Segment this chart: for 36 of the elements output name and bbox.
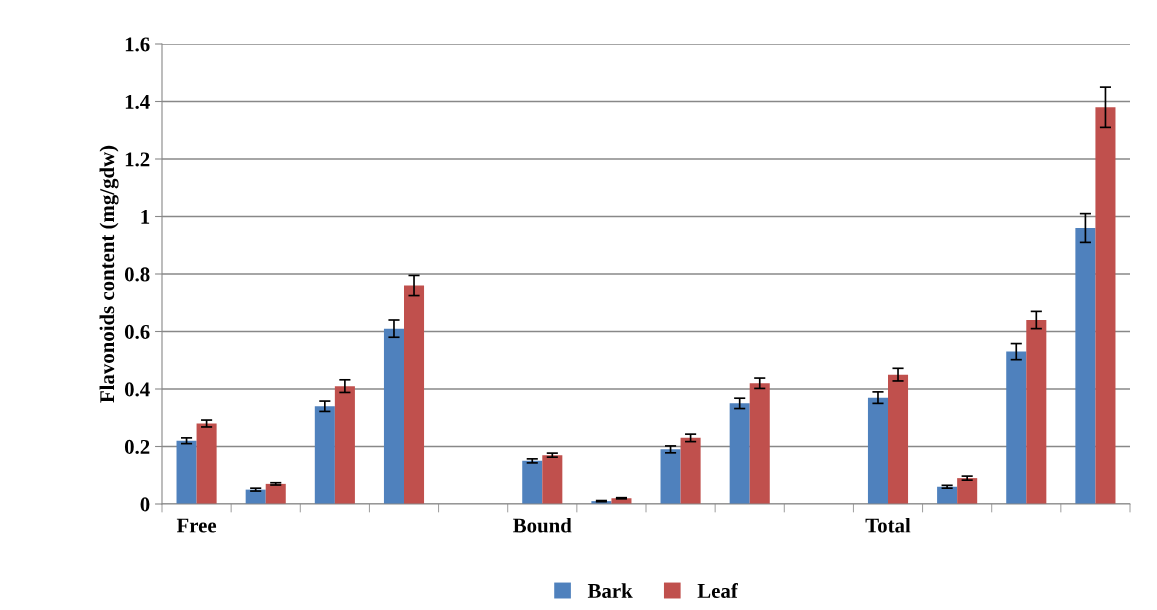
y-axis-title: Flavonoids content (mg/gdw) xyxy=(99,145,119,403)
bar xyxy=(1026,320,1047,504)
bar xyxy=(749,383,770,504)
bar xyxy=(542,455,563,504)
legend-label: Leaf xyxy=(697,583,738,598)
bar xyxy=(937,486,958,504)
bar xyxy=(729,403,750,504)
y-tick-label: 1.2 xyxy=(125,152,150,167)
bar xyxy=(1075,228,1096,504)
legend-label: Bark xyxy=(587,583,633,598)
bar xyxy=(522,460,543,504)
y-tick-label: 1 xyxy=(141,209,150,224)
bar xyxy=(1006,351,1027,504)
bar xyxy=(404,285,425,504)
y-tick-label: 1.6 xyxy=(125,37,150,52)
y-tick-label: 0.4 xyxy=(124,382,150,397)
x-tick-label: Bound xyxy=(513,517,572,533)
bar xyxy=(957,478,978,504)
bar xyxy=(265,483,286,504)
bar xyxy=(660,449,681,504)
x-tick-label: Total xyxy=(865,517,911,533)
bar xyxy=(888,374,909,504)
x-tick-label: Free xyxy=(176,518,217,533)
bar xyxy=(176,440,197,504)
y-tick-label: 1.4 xyxy=(125,94,150,110)
bar xyxy=(1095,107,1116,504)
bar xyxy=(680,437,701,504)
bar xyxy=(867,397,888,504)
bar xyxy=(314,406,335,504)
y-tick-label: 0 xyxy=(140,497,150,512)
y-tick-label: 0.6 xyxy=(124,324,150,340)
bar xyxy=(334,386,355,504)
y-tick-label: 0.2 xyxy=(124,439,150,455)
y-tick-label: 0.8 xyxy=(124,267,150,282)
bar xyxy=(196,423,217,504)
bar xyxy=(383,328,404,504)
